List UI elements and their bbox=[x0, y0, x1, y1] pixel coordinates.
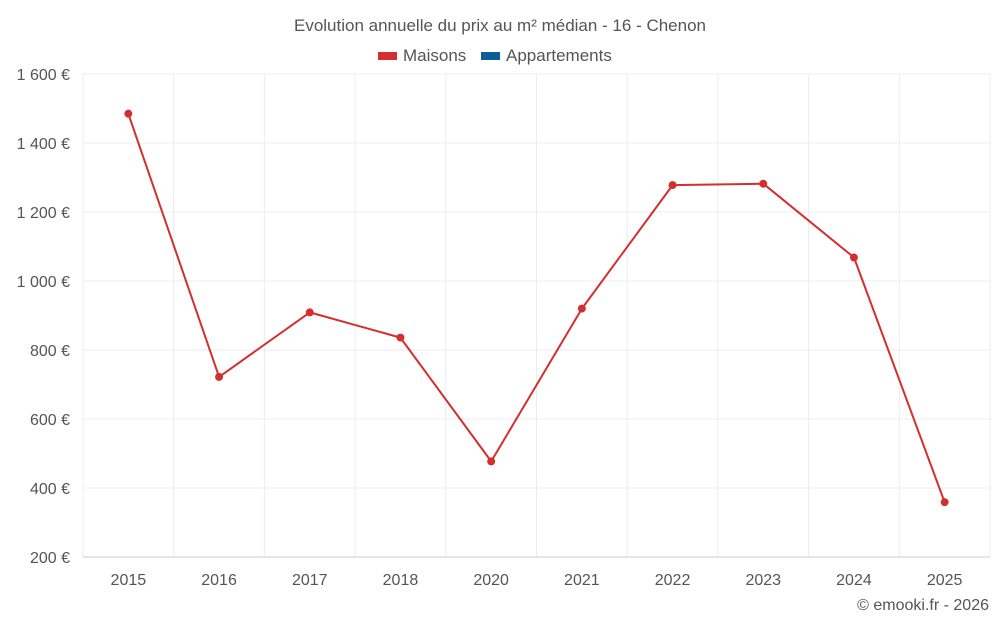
x-tick-label: 2024 bbox=[836, 572, 872, 589]
legend-label-appartements: Appartements bbox=[506, 46, 612, 65]
data-point-2016[interactable] bbox=[215, 372, 224, 381]
x-tick-label: 2022 bbox=[655, 572, 691, 589]
y-tick-label: 600 € bbox=[30, 412, 70, 429]
x-tick-label: 2021 bbox=[564, 572, 600, 589]
data-point-2024[interactable] bbox=[849, 253, 858, 262]
x-tick-label: 2018 bbox=[383, 572, 419, 589]
x-tick-label: 2025 bbox=[927, 572, 963, 589]
data-point-2015[interactable] bbox=[124, 109, 133, 118]
data-point-2023[interactable] bbox=[759, 179, 768, 188]
y-tick-label: 400 € bbox=[30, 481, 70, 498]
legend: Maisons Appartements bbox=[378, 46, 612, 65]
data-point-2025[interactable] bbox=[940, 498, 949, 507]
chart-title: Evolution annuelle du prix au m² médian … bbox=[294, 16, 706, 35]
series-maisons bbox=[124, 109, 949, 507]
legend-swatch-maisons bbox=[378, 52, 397, 60]
data-point-2022[interactable] bbox=[668, 181, 677, 190]
legend-swatch-appartements bbox=[481, 52, 500, 60]
x-tick-label: 2023 bbox=[745, 572, 781, 589]
credit-text: © emooki.fr - 2026 bbox=[857, 597, 989, 614]
series-layer bbox=[124, 109, 949, 507]
grid bbox=[82, 73, 991, 557]
data-point-2020[interactable] bbox=[487, 457, 496, 466]
y-tick-label: 800 € bbox=[30, 343, 70, 360]
legend-label-maisons: Maisons bbox=[403, 46, 466, 65]
y-tick-label: 1 600 € bbox=[17, 67, 70, 84]
y-tick-label: 200 € bbox=[30, 550, 70, 567]
x-tick-label: 2016 bbox=[201, 572, 237, 589]
data-point-2017[interactable] bbox=[305, 308, 314, 317]
y-tick-label: 1 000 € bbox=[17, 274, 70, 291]
x-tick-label: 2015 bbox=[111, 572, 147, 589]
series-line-maisons bbox=[127, 113, 946, 503]
x-tick-label: 2020 bbox=[473, 572, 509, 589]
y-tick-label: 1 200 € bbox=[17, 205, 70, 222]
data-point-2021[interactable] bbox=[577, 304, 586, 313]
x-tick-label: 2017 bbox=[292, 572, 328, 589]
axes: 200 € 400 € 600 € 800 € 1 000 € 1 200 € 1 400 … bbox=[17, 67, 990, 589]
y-tick-label: 1 400 € bbox=[17, 136, 70, 153]
legend-item-appartements[interactable]: Appartements bbox=[481, 46, 612, 65]
legend-item-maisons[interactable]: Maisons bbox=[378, 46, 466, 65]
data-point-2018[interactable] bbox=[396, 333, 405, 342]
